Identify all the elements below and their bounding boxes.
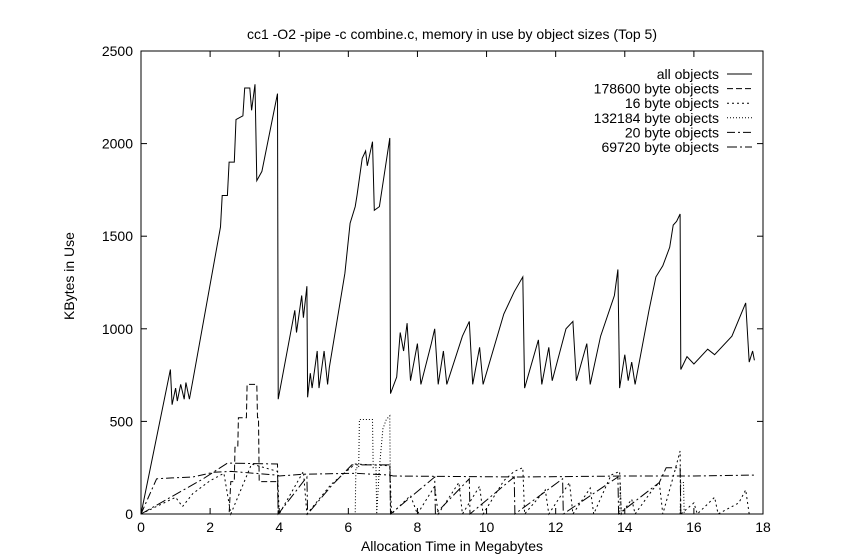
y-tick-label: 500 <box>110 413 134 429</box>
y-tick-label: 1500 <box>102 228 133 244</box>
x-tick-label: 6 <box>344 519 352 535</box>
y-tick-label: 1000 <box>102 321 133 337</box>
series-line-3 <box>141 414 757 515</box>
legend-label: 16 byte objects <box>625 95 719 111</box>
series-line-5 <box>140 462 757 516</box>
x-tick-label: 10 <box>479 519 495 535</box>
legend-label: 132184 byte objects <box>594 110 719 126</box>
chart-title: cc1 -O2 -pipe -c combine.c, memory in us… <box>247 26 657 42</box>
series-line-4 <box>140 470 755 515</box>
legend-label: 20 byte objects <box>625 124 719 140</box>
axis-ticks: 0 2 4 6 8 10 12 14 16 18 0 500 1000 1500 2000 2500 <box>102 43 771 535</box>
series-layer <box>140 84 757 516</box>
y-tick-label: 2000 <box>102 136 133 152</box>
x-tick-label: 16 <box>686 519 702 535</box>
x-tick-label: 0 <box>137 519 145 535</box>
x-tick-label: 2 <box>206 519 214 535</box>
y-axis-label: KBytes in Use <box>61 232 77 320</box>
x-axis-label: Allocation Time in Megabytes <box>361 538 543 554</box>
legend-label: all objects <box>657 66 719 82</box>
series-line-0 <box>140 84 755 515</box>
plot-frame <box>140 50 764 515</box>
x-tick-label: 12 <box>548 519 564 535</box>
x-tick-label: 18 <box>755 519 771 535</box>
series-line-2 <box>140 450 755 516</box>
x-tick-label: 8 <box>414 519 422 535</box>
legend-label: 178600 byte objects <box>594 81 719 97</box>
y-tick-label: 2500 <box>102 43 133 59</box>
x-tick-label: 4 <box>275 519 283 535</box>
x-tick-label: 14 <box>617 519 633 535</box>
y-tick-label: 0 <box>125 506 133 522</box>
series-line-1 <box>141 383 757 515</box>
legend-label: 69720 byte objects <box>601 139 719 155</box>
